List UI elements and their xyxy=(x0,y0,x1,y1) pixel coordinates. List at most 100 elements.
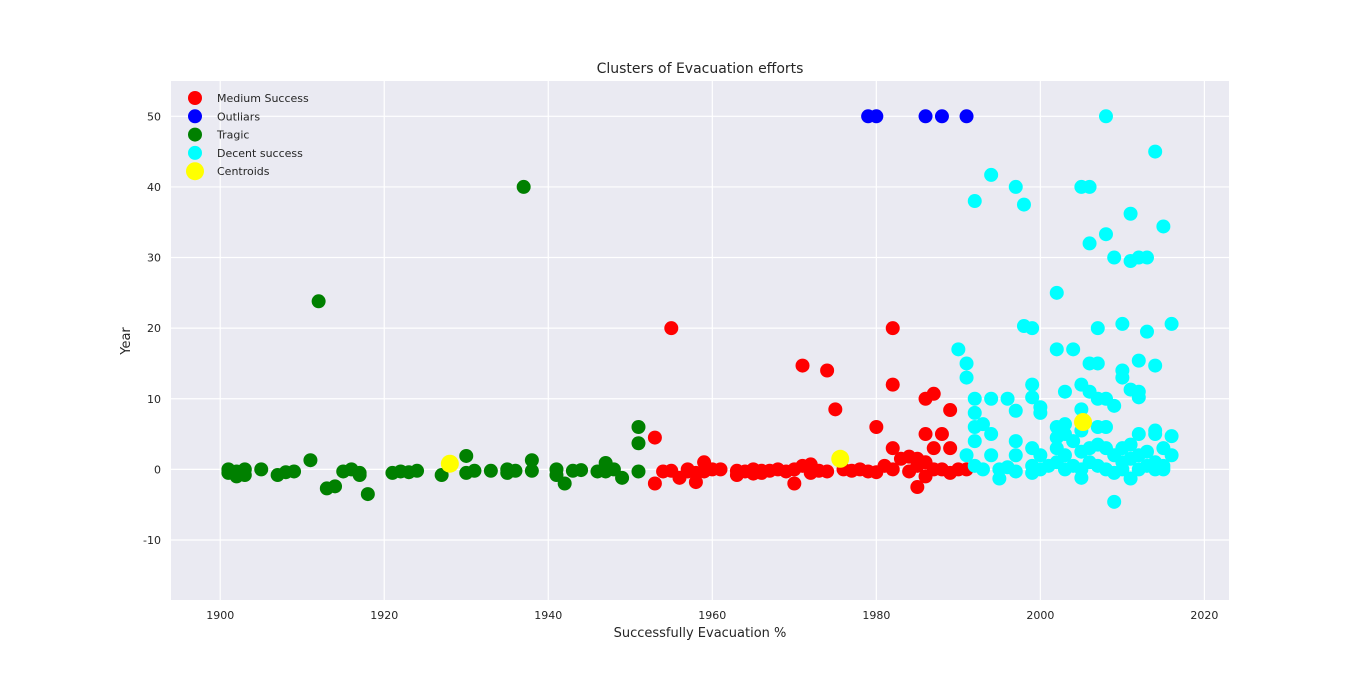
data-point xyxy=(1074,470,1089,485)
x-tick-label: 2000 xyxy=(1026,609,1054,622)
y-tick-label: 10 xyxy=(147,393,161,406)
data-point xyxy=(434,468,449,483)
data-point xyxy=(631,420,646,434)
plot-background xyxy=(171,81,1229,600)
data-point xyxy=(1164,316,1179,331)
data-point xyxy=(1090,356,1105,371)
series-group xyxy=(951,109,1179,509)
data-point xyxy=(508,463,523,478)
data-point xyxy=(959,356,974,371)
data-point xyxy=(910,480,925,495)
data-point xyxy=(959,448,974,463)
data-point xyxy=(615,470,630,485)
legend: Medium Success Outliars Tragic Decent succe… xyxy=(186,91,309,181)
data-point xyxy=(885,377,900,392)
data-point xyxy=(984,167,999,182)
data-point xyxy=(287,464,302,479)
data-point xyxy=(926,386,941,401)
data-point xyxy=(943,403,958,418)
y-tick-label: 40 xyxy=(147,181,161,194)
data-point xyxy=(1131,427,1146,442)
data-point xyxy=(647,430,662,445)
data-point xyxy=(1107,398,1122,413)
data-point xyxy=(1164,429,1179,444)
legend-marker xyxy=(186,162,204,181)
data-point xyxy=(885,321,900,336)
data-point xyxy=(254,462,269,477)
data-point xyxy=(352,465,367,480)
data-point xyxy=(1082,179,1097,194)
data-point xyxy=(1066,342,1081,357)
data-point xyxy=(1008,434,1023,449)
data-point xyxy=(1008,464,1023,479)
data-point xyxy=(1057,384,1072,399)
x-tick-label: 1900 xyxy=(206,609,234,622)
data-point xyxy=(467,463,482,478)
legend-label: Decent success xyxy=(217,147,303,160)
data-point xyxy=(787,476,802,491)
grid-lines xyxy=(171,81,1229,600)
data-point xyxy=(1082,236,1097,251)
data-point xyxy=(1115,316,1130,331)
data-point xyxy=(1131,353,1146,368)
data-point xyxy=(459,448,474,463)
legend-label: Medium Success xyxy=(217,92,309,105)
data-point xyxy=(1025,377,1040,392)
x-tick-label: 1940 xyxy=(534,609,562,622)
data-point xyxy=(885,462,900,477)
y-tick-label: -10 xyxy=(143,534,161,547)
data-point xyxy=(975,462,990,477)
data-point xyxy=(869,109,884,124)
data-point xyxy=(984,448,999,463)
data-point xyxy=(831,449,850,468)
data-point xyxy=(918,427,933,442)
data-point xyxy=(1107,250,1122,265)
data-point xyxy=(1000,391,1015,406)
data-point xyxy=(410,463,425,478)
data-point xyxy=(1049,285,1064,300)
data-point xyxy=(951,342,966,357)
data-point xyxy=(1148,144,1163,159)
data-point xyxy=(1008,448,1023,463)
data-point xyxy=(1008,403,1023,418)
legend-marker xyxy=(188,91,202,105)
data-point xyxy=(828,402,843,417)
data-point xyxy=(1025,321,1040,336)
data-point xyxy=(1057,448,1072,463)
data-point xyxy=(631,464,646,479)
legend-marker xyxy=(188,109,202,124)
legend-label: Outliars xyxy=(217,110,260,123)
data-points xyxy=(221,109,1179,509)
data-point xyxy=(1066,434,1081,449)
data-point xyxy=(1115,370,1130,385)
data-point xyxy=(524,453,539,468)
data-point xyxy=(1033,448,1048,463)
data-point xyxy=(1139,250,1154,265)
tick-labels: 1900 1920 1940 1960 1980 2000 2020 -10 0 10 20 30 40… xyxy=(143,110,1218,622)
legend-marker xyxy=(188,127,202,142)
data-point xyxy=(926,441,941,456)
data-point xyxy=(360,487,375,502)
data-point xyxy=(483,463,498,478)
y-axis-label: Year xyxy=(119,327,134,356)
data-point xyxy=(943,441,958,456)
data-point xyxy=(1148,427,1163,442)
data-point xyxy=(967,434,982,449)
data-point xyxy=(1156,462,1171,477)
data-point xyxy=(1090,321,1105,336)
series-group xyxy=(221,179,646,502)
data-point xyxy=(1016,197,1031,212)
series-group xyxy=(440,413,1093,473)
data-point xyxy=(967,405,982,420)
data-point xyxy=(918,109,933,124)
data-point xyxy=(1123,206,1138,221)
series-group xyxy=(861,109,974,124)
data-point xyxy=(975,417,990,432)
data-point xyxy=(1123,437,1138,452)
data-point xyxy=(557,476,572,491)
data-point xyxy=(967,391,982,406)
data-point xyxy=(311,294,326,309)
data-point xyxy=(820,363,835,378)
data-point xyxy=(1057,417,1072,432)
data-point xyxy=(524,463,539,478)
